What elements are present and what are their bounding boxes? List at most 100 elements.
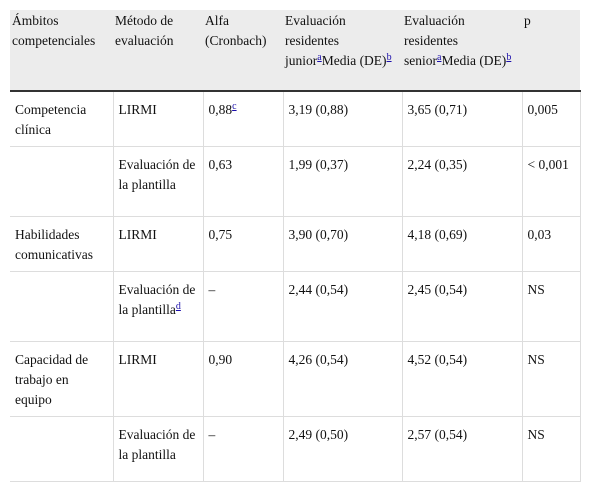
table-cell: 2,24 (0,35)	[401, 146, 523, 217]
table-row: Habilidades comunicativas LIRMI 0,75 3,90 (…	[10, 216, 581, 272]
table-container: Ámbitos competenciales Método de evaluaci…	[10, 10, 581, 482]
header-cell: p	[522, 10, 580, 92]
cell-text: –	[208, 427, 216, 442]
cell-text: Habilidades comunicativas	[15, 227, 93, 262]
cell-text: 0,90	[208, 352, 233, 367]
cell-text: NS	[527, 352, 545, 367]
table-cell: LIRMI	[112, 216, 204, 272]
cell-text: Evaluación de la plantilla	[118, 282, 196, 317]
table-cell: 2,57 (0,54)	[401, 416, 523, 482]
footnote-link[interactable]: a	[437, 51, 442, 63]
table-row: Capacidad de trabajo en equipo LIRMI 0,90 4…	[10, 341, 581, 417]
table-cell: 0,75	[202, 216, 284, 272]
cell-text: Capacidad de trabajo en equipo	[15, 352, 89, 407]
table-cell: 3,19 (0,88)	[282, 90, 403, 147]
cell-text: < 0,001	[527, 157, 569, 172]
table-cell: –	[202, 416, 284, 482]
table-cell: NS	[521, 416, 581, 482]
cell-text: 2,24 (0,35)	[407, 157, 468, 172]
cell-text: LIRMI	[118, 227, 157, 242]
footnote-link[interactable]: b	[386, 51, 392, 63]
table-row: Evaluación de la plantilla – 2,49 (0,50) 2,…	[10, 416, 581, 482]
cell-text: NS	[527, 282, 545, 297]
table-row: Competencia clínica LIRMI 0,88c 3,19 (0,88)…	[10, 90, 581, 147]
cell-text: 4,26 (0,54)	[288, 352, 349, 367]
table-cell: Capacidad de trabajo en equipo	[10, 341, 114, 417]
cell-text: 1,99 (0,37)	[288, 157, 349, 172]
cell-text: Evaluación residentes senior	[404, 13, 465, 68]
cell-text: Alfa (Cronbach)	[205, 13, 267, 48]
cell-text: 3,90 (0,70)	[288, 227, 349, 242]
table-cell: 4,18 (0,69)	[401, 216, 523, 272]
footnote-sup: b	[506, 51, 511, 63]
table-cell	[10, 146, 114, 217]
table-cell: 0,03	[521, 216, 581, 272]
table-cell: 0,63	[202, 146, 284, 217]
cell-text: 4,18 (0,69)	[407, 227, 468, 242]
header-cell: Alfa (Cronbach)	[203, 10, 283, 92]
footnote-sup: a	[317, 51, 321, 63]
table-cell: 4,26 (0,54)	[282, 341, 403, 417]
cell-text: 2,49 (0,50)	[288, 427, 349, 442]
cell-text: –	[208, 282, 216, 297]
table-cell: Evaluación de la plantillad	[112, 271, 204, 342]
table-cell: 0,005	[521, 90, 581, 147]
footnote-sup: c	[232, 100, 236, 112]
cell-text: Ámbitos competenciales	[12, 13, 96, 48]
footnote-link[interactable]: a	[317, 51, 322, 63]
cell-text: 2,44 (0,54)	[288, 282, 349, 297]
table-row: Evaluación de la plantilla 0,63 1,99 (0,37…	[10, 146, 581, 217]
cell-text: 3,19 (0,88)	[288, 102, 349, 117]
footnote-sup: a	[437, 51, 441, 63]
cell-text: Evaluación de la plantilla	[118, 427, 196, 462]
header-cell: Evaluación residentes junioraMedia (DE)b	[283, 10, 402, 92]
table-cell: LIRMI	[112, 341, 204, 417]
cell-text: 0,005	[527, 102, 558, 117]
table-cell: LIRMI	[112, 90, 204, 147]
header-cell: Método de evaluación	[113, 10, 203, 92]
footnote-link[interactable]: b	[506, 51, 512, 63]
cell-text: 4,52 (0,54)	[407, 352, 468, 367]
table-cell: 2,44 (0,54)	[282, 271, 403, 342]
table-cell: NS	[521, 271, 581, 342]
table-cell	[10, 416, 114, 482]
cell-text: 0,75	[208, 227, 233, 242]
table-cell: Evaluación de la plantilla	[112, 146, 204, 217]
cell-text: 0,63	[208, 157, 233, 172]
cell-text: p	[524, 13, 531, 28]
table-cell: < 0,001	[521, 146, 581, 217]
cell-text: Método de evaluación	[115, 13, 174, 48]
footnote-link[interactable]: c	[232, 100, 237, 112]
cell-text: Evaluación residentes junior	[285, 13, 346, 68]
cell-text: Competencia clínica	[15, 102, 87, 137]
footnote-link[interactable]: d	[175, 300, 181, 312]
footnote-sup: d	[176, 300, 181, 312]
table-cell: –	[202, 271, 284, 342]
data-table: Ámbitos competenciales Método de evaluaci…	[10, 10, 581, 482]
table-cell: 3,90 (0,70)	[282, 216, 403, 272]
table-cell: Habilidades comunicativas	[10, 216, 114, 272]
table-cell: Competencia clínica	[10, 90, 114, 147]
header-cell: Evaluación residentes senioraMedia (DE)b	[402, 10, 522, 92]
table-cell: 1,99 (0,37)	[282, 146, 403, 217]
cell-text: NS	[527, 427, 545, 442]
cell-text: 3,65 (0,71)	[407, 102, 468, 117]
cell-text: Evaluación de la plantilla	[118, 157, 196, 192]
table-cell: 0,90	[202, 341, 284, 417]
cell-text: 2,57 (0,54)	[407, 427, 468, 442]
table-cell: 0,88c	[202, 90, 284, 147]
header-row: Ámbitos competenciales Método de evaluaci…	[10, 10, 580, 92]
cell-text: 2,45 (0,54)	[407, 282, 468, 297]
table-cell	[10, 271, 114, 342]
cell-text: LIRMI	[118, 102, 157, 117]
table-cell: NS	[521, 341, 581, 417]
table-cell: 2,45 (0,54)	[401, 271, 523, 342]
table-cell: Evaluación de la plantilla	[112, 416, 204, 482]
cell-text: Media (DE)	[321, 53, 387, 68]
table-cell: 4,52 (0,54)	[401, 341, 523, 417]
header-cell: Ámbitos competenciales	[10, 10, 113, 92]
table-cell: 3,65 (0,71)	[401, 90, 523, 147]
table-row: Evaluación de la plantillad –2,44 (0,54) 2…	[10, 271, 581, 342]
cell-text: Media (DE)	[441, 53, 507, 68]
cell-text: 0,03	[527, 227, 552, 242]
